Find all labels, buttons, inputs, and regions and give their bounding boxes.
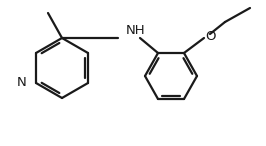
Text: O: O (205, 31, 215, 44)
Text: N: N (17, 77, 27, 89)
Text: NH: NH (126, 24, 146, 36)
